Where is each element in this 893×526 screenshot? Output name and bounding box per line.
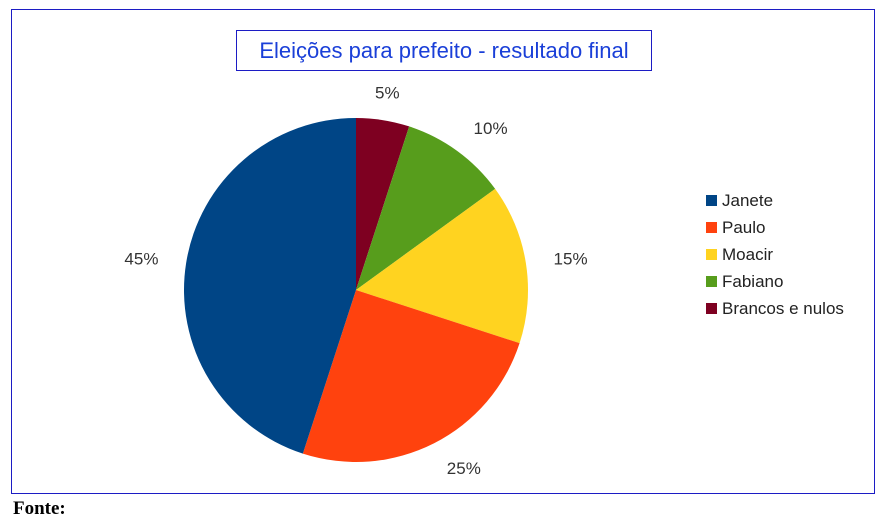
pie-slice-moacir (356, 188, 528, 344)
legend-label: Fabiano (722, 271, 784, 291)
legend-label: Paulo (722, 217, 766, 237)
legend-label: Moacir (722, 244, 774, 264)
pie-slice-paulo (302, 290, 520, 462)
legend-label: Janete (722, 190, 774, 210)
legend-item-fabiano: Fabiano (706, 268, 844, 295)
legend-swatch (706, 276, 717, 287)
legend-item-janete: Janete (706, 187, 844, 214)
data-label-brancos-e-nulos: 5% (375, 83, 400, 102)
chart-title: Eleições para prefeito - resultado final (259, 37, 629, 63)
legend-label: Brancos e nulos (722, 298, 844, 318)
source-label: Fonte: (13, 498, 66, 519)
legend-swatch (706, 195, 717, 206)
pie-slice-fabiano (356, 126, 496, 291)
legend-swatch (706, 222, 717, 233)
legend-item-brancos-e-nulos: Brancos e nulos (706, 295, 844, 322)
pie-slice-brancos-e-nulos (356, 118, 410, 290)
legend-item-moacir: Moacir (706, 241, 844, 268)
chart-title-box: Eleições para prefeito - resultado final (236, 30, 652, 71)
data-label-moacir: 15% (554, 250, 588, 269)
legend-item-paulo: Paulo (706, 214, 844, 241)
legend-swatch (706, 303, 717, 314)
chart-legend: Janete Paulo Moacir Fabiano Brancos e nulos (706, 187, 844, 322)
pie-slice-janete (183, 118, 356, 454)
data-label-fabiano: 10% (474, 119, 508, 138)
legend-swatch (706, 249, 717, 260)
data-label-paulo: 25% (447, 459, 481, 478)
data-label-janete: 45% (124, 250, 158, 269)
